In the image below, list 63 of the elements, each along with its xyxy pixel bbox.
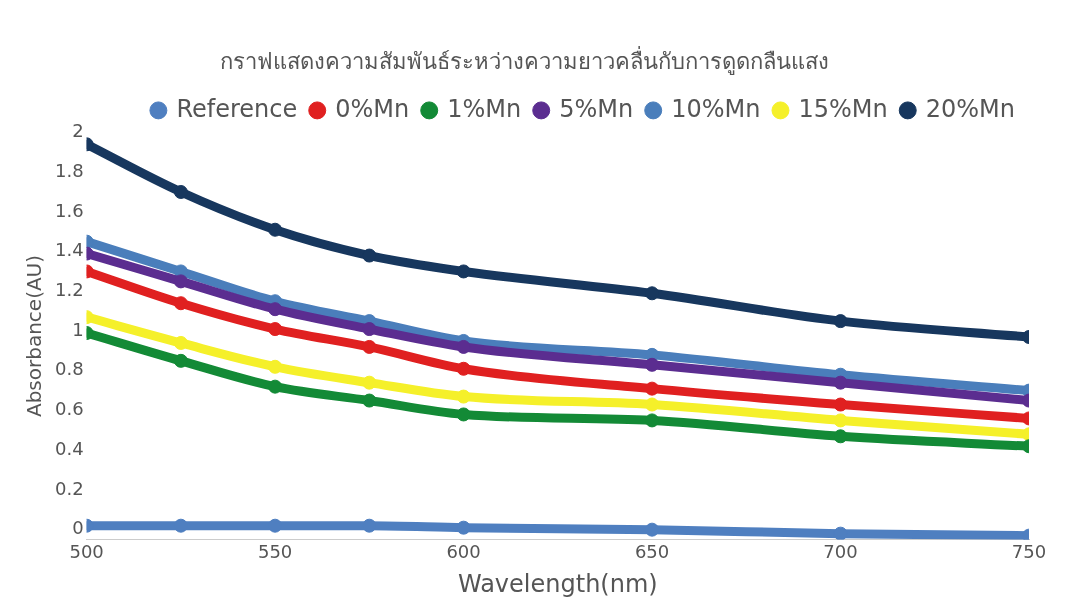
y-tick-label: 0.4 [54, 437, 84, 459]
point [833, 397, 848, 412]
y-tick-label: 1.2 [54, 278, 84, 300]
chart-title: กราฟแสดงความสัมพันธ์ระหว่างความยาวคลื่นกับการดูดกลืนแสง [220, 45, 829, 75]
x-tick-label: 500 [69, 541, 104, 563]
point [362, 339, 377, 354]
point [268, 302, 283, 317]
legend-label: 20%Mn [925, 94, 1015, 123]
point [645, 522, 660, 537]
point [833, 429, 848, 444]
point [645, 381, 660, 396]
point [268, 379, 283, 394]
y-tick-label: 1.8 [54, 159, 84, 181]
point [645, 397, 660, 412]
point [833, 413, 848, 428]
y-tick-label: 0.8 [54, 358, 84, 380]
point [173, 184, 188, 199]
x-tick-label: 650 [634, 541, 670, 563]
legend-label: 10%Mn [671, 94, 761, 123]
point [645, 286, 660, 301]
point [456, 264, 471, 279]
point [456, 339, 471, 354]
point [456, 407, 471, 422]
y-tick-label: 0.6 [54, 398, 84, 420]
legend-label: 5%Mn [559, 94, 634, 123]
legend-label: 0%Mn [335, 94, 410, 123]
legend-label: 15%Mn [798, 94, 888, 123]
x-tick-label: 750 [1011, 541, 1047, 563]
point [362, 322, 377, 337]
point [173, 335, 188, 350]
point [456, 361, 471, 376]
y-axis-title: Absorbance(AU) [22, 254, 47, 418]
point [456, 520, 471, 535]
point [268, 222, 283, 237]
point [173, 353, 188, 368]
x-tick-label: 550 [257, 541, 293, 563]
y-tick-label: 1.6 [54, 199, 84, 221]
point [173, 518, 188, 533]
point [173, 274, 188, 289]
point [362, 375, 377, 390]
legend-label: Reference [176, 94, 298, 123]
x-tick-label: 600 [446, 541, 481, 563]
y-tick-label: 2 [72, 120, 84, 142]
y-tick-label: 1.4 [54, 239, 84, 261]
y-tick-label: 1 [72, 318, 84, 340]
point [268, 359, 283, 374]
point [268, 322, 283, 337]
point [362, 393, 377, 408]
y-tick-label: 0.2 [54, 477, 84, 499]
point [362, 518, 377, 533]
point [173, 296, 188, 311]
y-tick-label: 0 [72, 517, 84, 539]
x-tick-label: 700 [823, 541, 858, 563]
x-axis-title: Wavelength(nm) [457, 569, 658, 598]
point [833, 526, 848, 540]
point [268, 518, 283, 533]
point [362, 248, 377, 263]
point [833, 314, 848, 329]
point [833, 375, 848, 390]
legend-label: 1%Mn [447, 94, 522, 123]
point [645, 413, 660, 428]
point [645, 357, 660, 372]
point [456, 389, 471, 404]
